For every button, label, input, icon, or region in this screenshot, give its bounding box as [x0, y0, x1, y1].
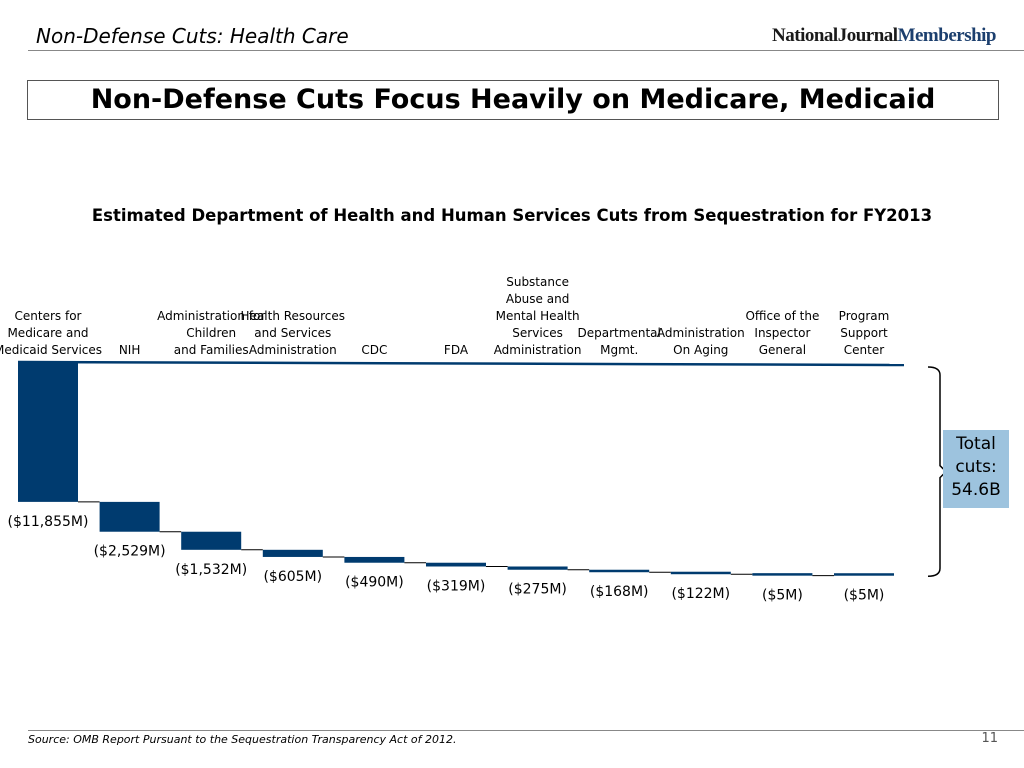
chart-title: Estimated Department of Health and Human… — [91, 206, 933, 225]
category-label: Administration On Aging — [657, 326, 745, 357]
data-label: ($490M) — [345, 575, 404, 591]
data-label: ($605M) — [263, 569, 322, 585]
bar — [507, 566, 568, 570]
category-label: Office of the Inspector General — [745, 309, 819, 357]
bar — [589, 569, 650, 573]
slide-title: Non-Defense Cuts Focus Heavily on Medica… — [27, 80, 999, 120]
data-label: ($168M) — [590, 584, 649, 600]
data-label: ($5M) — [762, 588, 803, 604]
footer-divider — [28, 730, 1024, 731]
category-label: Departmental Mgmt. — [578, 326, 661, 357]
bar — [18, 362, 78, 502]
section-title: Non-Defense Cuts: Health Care — [36, 24, 349, 48]
category-label: CDC — [361, 343, 387, 357]
data-label: ($11,855M) — [8, 514, 89, 530]
bar — [670, 571, 731, 575]
data-label: ($319M) — [427, 578, 486, 594]
data-label: ($2,529M) — [94, 544, 166, 560]
category-label: NIH — [119, 343, 141, 357]
data-label: ($122M) — [671, 586, 730, 602]
category-label: FDA — [444, 343, 469, 357]
bar — [834, 573, 894, 576]
header-divider — [28, 50, 1024, 51]
data-label: ($275M) — [508, 582, 567, 598]
total-cuts-box: Total cuts: 54.6B — [943, 430, 1009, 508]
category-label: Program Support Center — [839, 309, 890, 357]
baseline — [17, 360, 905, 367]
category-label: Substance Abuse and Mental Health Services A… — [494, 275, 582, 357]
bar — [262, 549, 323, 557]
data-label: ($5M) — [844, 588, 885, 604]
category-label: Administration for Children and Families — [157, 309, 265, 357]
page-number: 11 — [981, 731, 998, 746]
bar — [99, 501, 160, 532]
bar — [181, 531, 242, 550]
bar — [752, 573, 813, 576]
logo: NationalJournalMembership — [772, 25, 996, 46]
source-note: Source: OMB Report Pursuant to the Seque… — [28, 733, 457, 746]
category-label: Centers for Medicare and Medicaid Services — [0, 309, 102, 357]
data-label: ($1,532M) — [175, 562, 247, 578]
bar — [344, 556, 405, 563]
bar — [426, 562, 486, 567]
category-label: Health Resources and Services Administrati… — [241, 309, 346, 357]
